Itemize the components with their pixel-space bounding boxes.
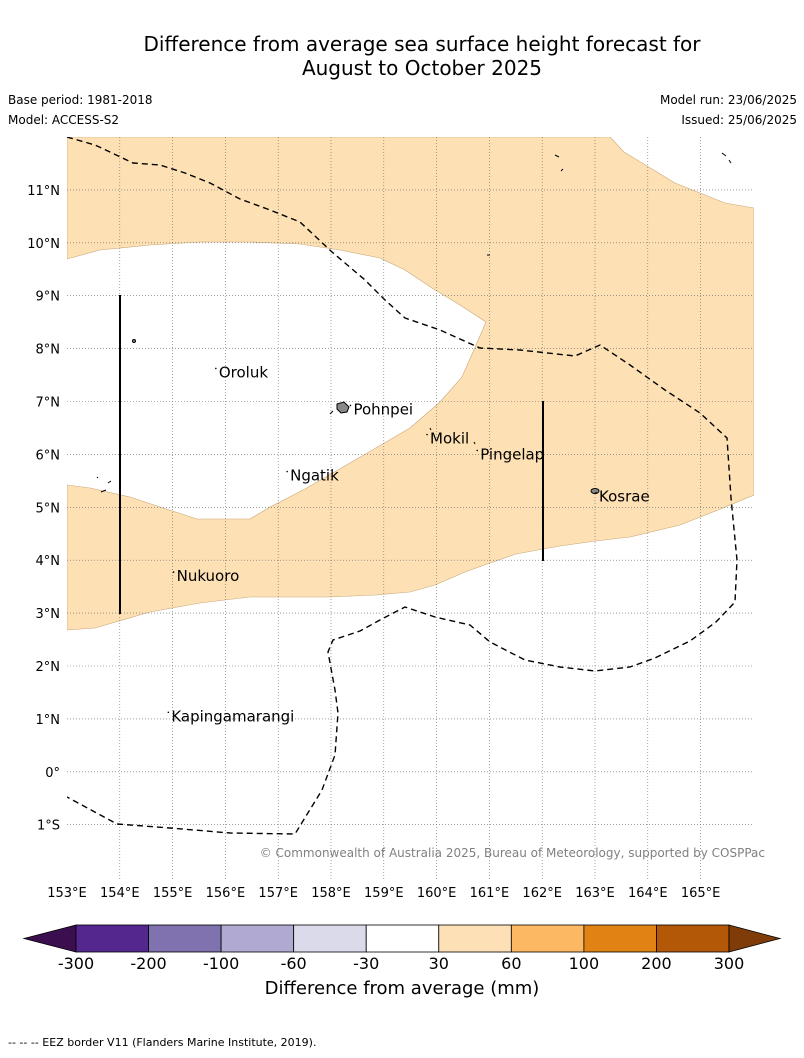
colorbar-tick-label: 60: [501, 954, 521, 973]
colorbar-tick-label: -100: [203, 954, 239, 973]
mokil-atoll: [429, 427, 432, 431]
colorbar-swatch: [656, 924, 730, 953]
colorbar-swatch: [365, 924, 440, 953]
lon-tick-label: 163°E: [575, 886, 615, 901]
colorbar-swatch: [438, 924, 512, 953]
lat-tick-label: 9°N: [36, 290, 61, 305]
colorbar-tick-label: 200: [641, 954, 672, 973]
place-label-nukuoro: Nukuoro: [177, 567, 240, 585]
colorbar-swatch: [510, 924, 585, 953]
small-island-west: [132, 339, 136, 343]
small-islet-north-a: [554, 154, 564, 172]
copyright-credit: © Commonwealth of Australia 2025, Bureau…: [260, 846, 765, 860]
kosrae-island: [590, 488, 600, 494]
colorbar-tick-label: -200: [130, 954, 166, 973]
colorbar-tick-label: 300: [714, 954, 745, 973]
eez-border-north: [67, 137, 738, 835]
colorbar-tick-label: -300: [58, 954, 94, 973]
pingelap-atoll: [473, 441, 476, 445]
lon-tick-label: 164°E: [628, 886, 668, 901]
islands: [96, 152, 732, 494]
colorbar-tick-label: -30: [353, 954, 379, 973]
lat-tick-label: 0°: [45, 766, 60, 781]
lat-tick-label: 7°N: [36, 396, 61, 411]
anomaly-region: [67, 137, 754, 631]
place-label-oroluk: Oroluk: [219, 363, 268, 381]
map-figure: Oroluk Pohnpei Mokil Pingelap Ngatik Kosrae Nu…: [22, 137, 782, 973]
place-label-kapingamarangi: Kapingamarangi: [171, 707, 294, 725]
lon-tick-label: 157°E: [258, 886, 298, 901]
lat-tick-label: 11°N: [27, 184, 60, 199]
latitude-labels: 11°N 10°N 9°N 8°N 7°N 6°N 5°N 4°N 3°N 2°N 1°N 0° 1°S: [27, 184, 60, 834]
gridlines: [67, 137, 754, 880]
longitude-labels: 153°E 154°E 155°E 156°E 157°E 158°E 159°E 160°E…: [47, 886, 720, 901]
lon-tick-label: 159°E: [364, 886, 404, 901]
colorbar-tick-label: 30: [429, 954, 449, 973]
colorbar-swatch: [75, 924, 149, 953]
place-label-ngatik: Ngatik: [290, 467, 339, 485]
lat-tick-label: 3°N: [36, 607, 61, 622]
lat-tick-label: 10°N: [27, 237, 60, 252]
colorbar: -300 -200 -100 -60 -30 30 60 100 200 300: [22, 924, 782, 973]
lon-tick-label: 161°E: [470, 886, 510, 901]
colorbar-title: Difference from average (mm): [264, 978, 540, 999]
place-marker-pohnpei: [349, 404, 352, 407]
place-marker-nukuoro: [172, 571, 175, 573]
colorbar-swatch: [220, 924, 295, 953]
issued-date: Issued: 25/06/2025: [681, 113, 797, 127]
place-marker-kosrae: [595, 491, 597, 494]
lon-tick-label: 165°E: [681, 886, 721, 901]
lon-tick-label: 154°E: [100, 886, 140, 901]
colorbar-extend-high: [728, 924, 782, 953]
small-atoll-west: [96, 476, 112, 493]
lon-tick-label: 153°E: [47, 886, 87, 901]
lat-tick-label: 1°S: [37, 819, 60, 834]
base-period: Base period: 1981-2018: [8, 93, 153, 107]
pohnpei-island: [336, 401, 350, 414]
place-marker-mokil: [426, 433, 428, 436]
title-line-2: August to October 2025: [301, 56, 543, 80]
place-marker-kapingamarangi: [167, 711, 170, 714]
colorbar-tick-label: 100: [569, 954, 600, 973]
colorbar-swatch: [148, 924, 222, 953]
place-label-mokil: Mokil: [430, 430, 469, 448]
place-marker-oroluk: [215, 367, 217, 370]
small-islet-north-b: [721, 152, 732, 164]
pohnpei-reef: [329, 410, 334, 415]
lat-tick-label: 5°N: [36, 501, 61, 516]
place-marker-ngatik: [286, 470, 288, 473]
lon-tick-label: 156°E: [206, 886, 246, 901]
model-name: Model: ACCESS-S2: [8, 113, 120, 127]
place-labels: Oroluk Pohnpei Mokil Pingelap Ngatik Kosrae Nu…: [167, 363, 650, 725]
lat-tick-label: 6°N: [36, 448, 61, 463]
title-line-1: Difference from average sea surface heig…: [143, 32, 701, 56]
model-run: Model run: 23/06/2025: [659, 93, 797, 107]
map-area: Oroluk Pohnpei Mokil Pingelap Ngatik Kosrae Nu…: [67, 137, 754, 880]
lon-tick-label: 160°E: [417, 886, 457, 901]
lat-tick-label: 2°N: [36, 660, 61, 675]
footer-note: -- -- -- EEZ border V11 (Flanders Marine…: [8, 1036, 317, 1049]
colorbar-extend-low: [22, 924, 77, 953]
place-label-pingelap: Pingelap: [480, 445, 544, 463]
colorbar-swatch: [293, 924, 367, 953]
lat-tick-label: 8°N: [36, 343, 61, 358]
place-label-pohnpei: Pohnpei: [353, 400, 413, 418]
place-marker-pingelap: [476, 449, 479, 452]
chart-title: Difference from average sea surface heig…: [100, 32, 744, 80]
place-label-kosrae: Kosrae: [599, 488, 650, 506]
eez-borders: [67, 137, 738, 835]
lon-tick-label: 155°E: [153, 886, 193, 901]
lat-tick-label: 4°N: [36, 554, 61, 569]
colorbar-tick-label: -60: [281, 954, 307, 973]
colorbar-swatch: [583, 924, 657, 953]
lon-tick-label: 158°E: [311, 886, 351, 901]
lon-tick-label: 162°E: [522, 886, 562, 901]
lat-tick-label: 1°N: [36, 713, 61, 728]
